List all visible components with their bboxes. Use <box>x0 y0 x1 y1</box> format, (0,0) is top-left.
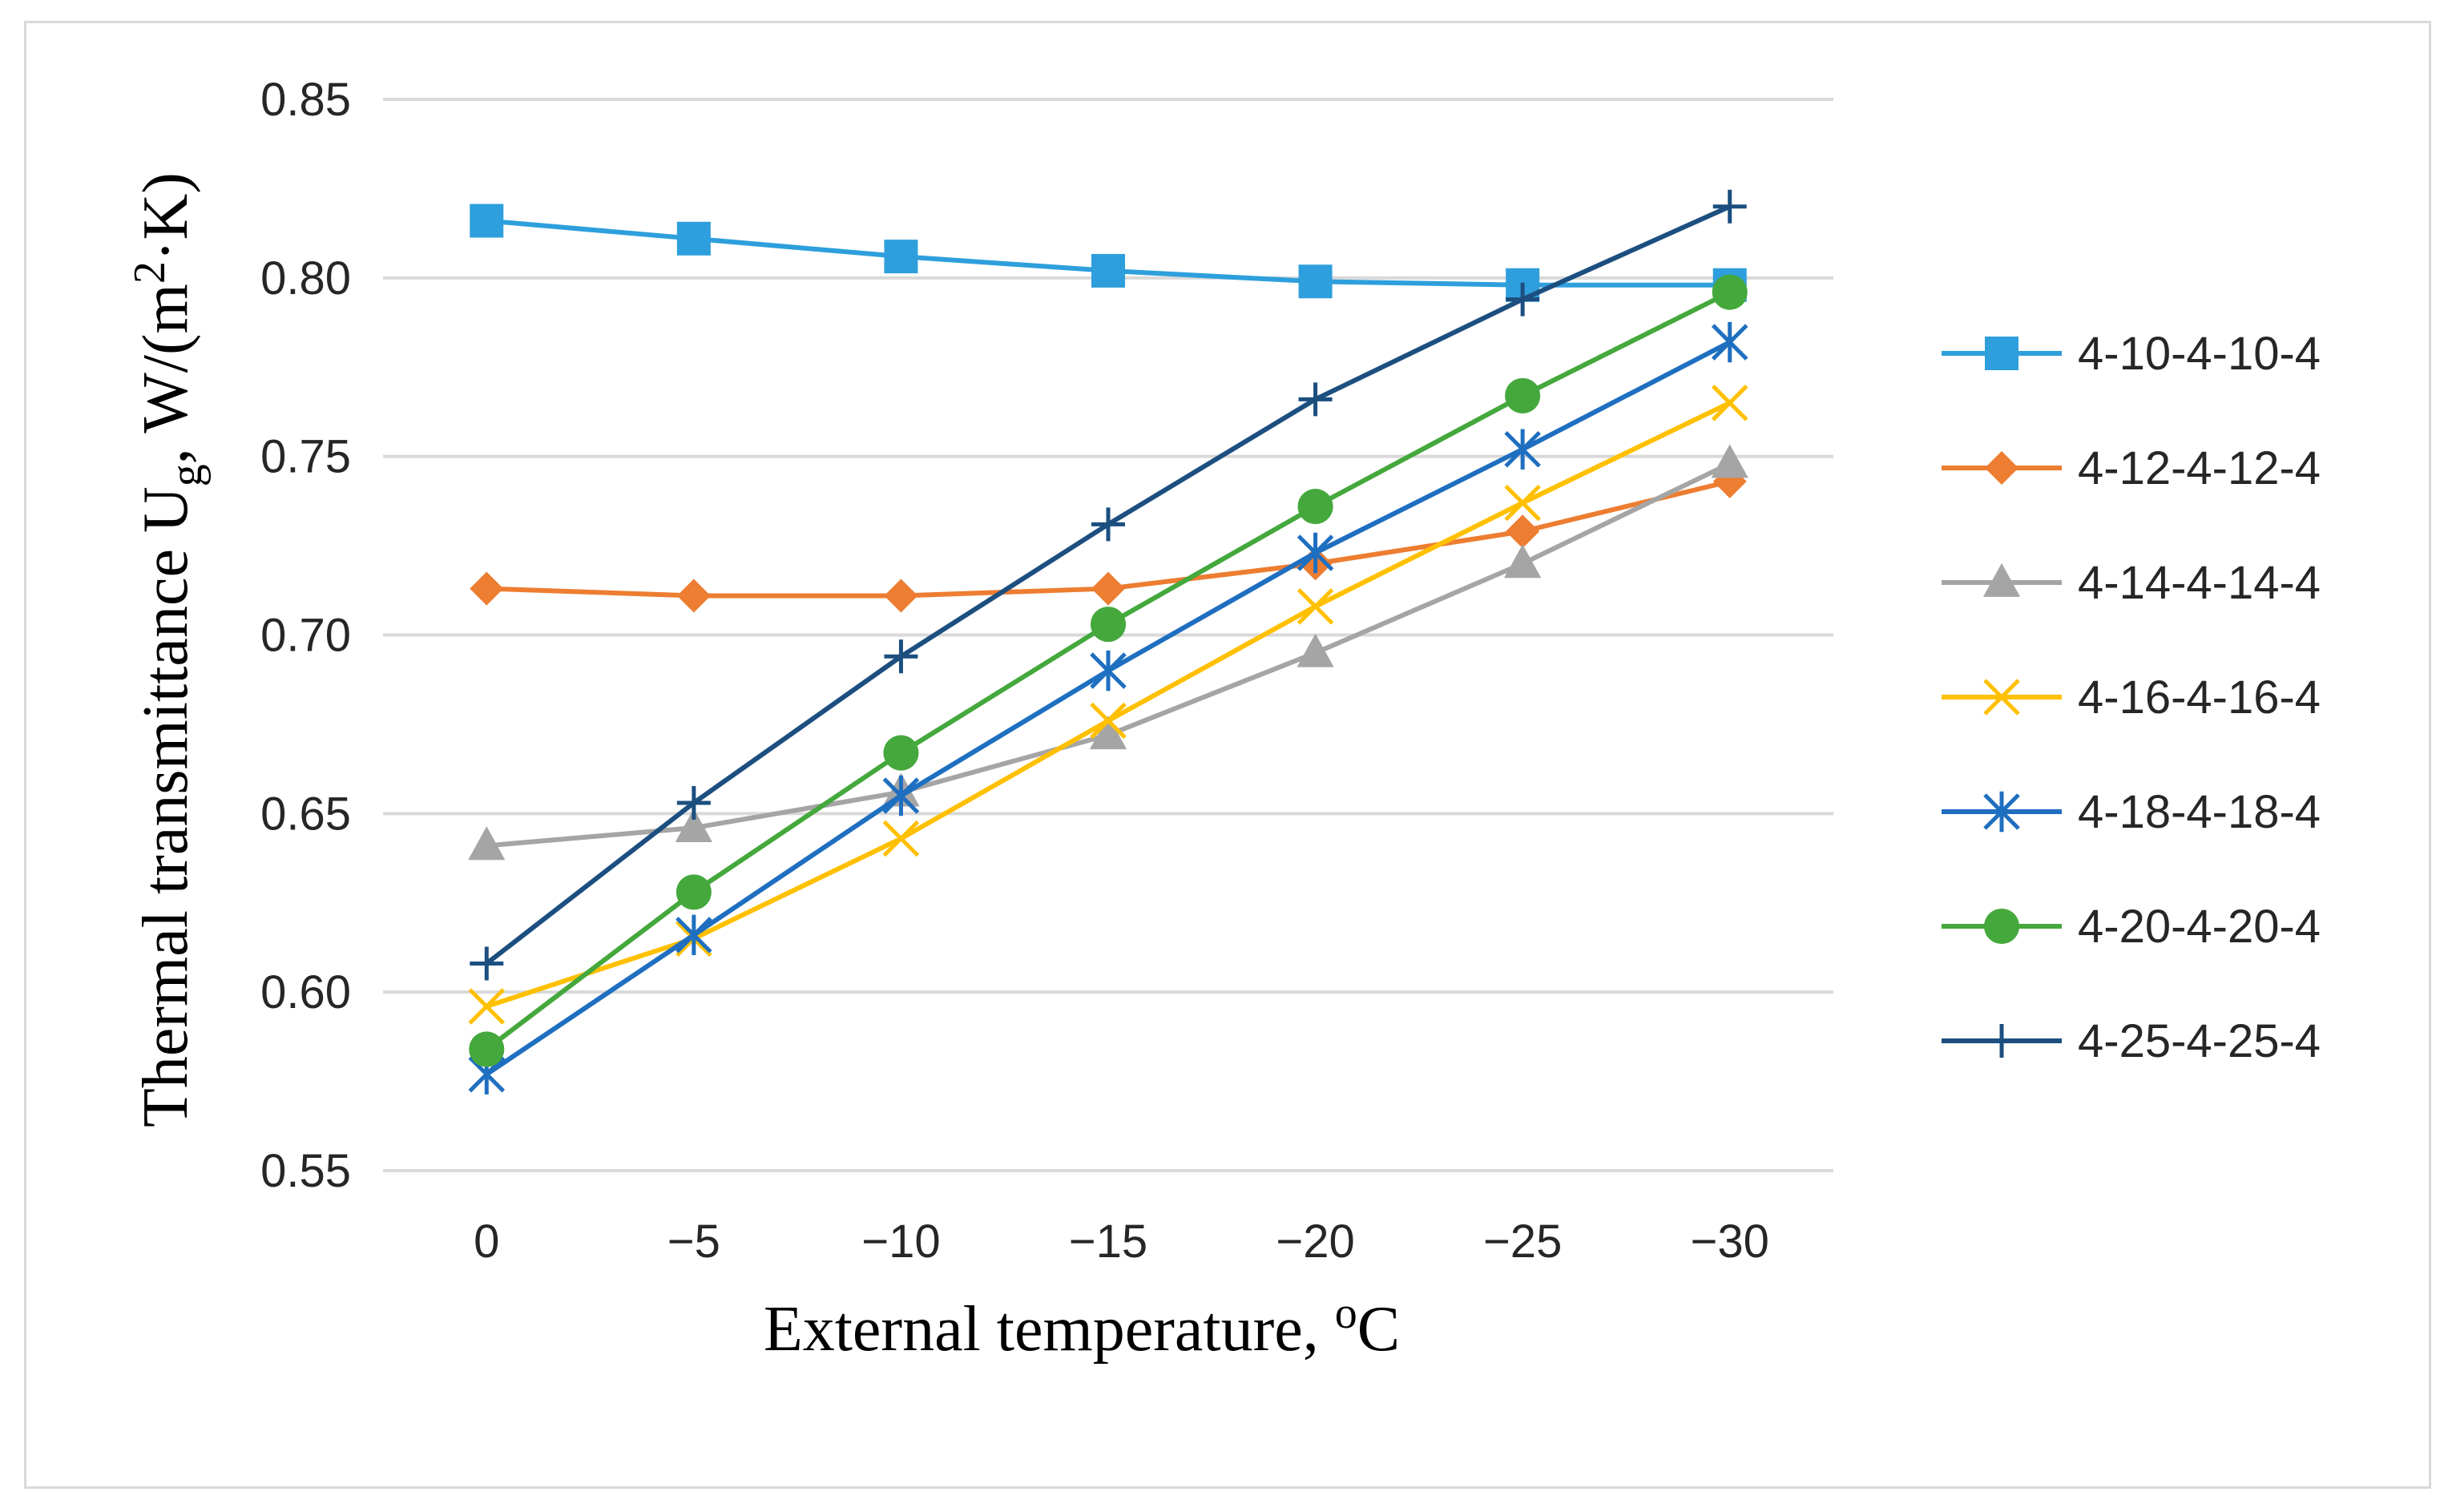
data-point-4-16-4-16-4-2 <box>882 820 920 857</box>
y-axis-title-part1: Thermal transmittance U <box>131 486 201 1127</box>
y-tick-label-0: 0.55 <box>260 1145 351 1197</box>
data-point-4-25-4-25-4-4 <box>1298 382 1333 417</box>
y-axis-title-sub: g <box>162 464 212 486</box>
data-point-4-25-4-25-4-5 <box>1506 282 1540 317</box>
x-tick-label-5: −25 <box>1483 1216 1562 1268</box>
data-point-4-18-4-18-4-2 <box>882 775 920 816</box>
x-axis-title-sup: o <box>1335 1288 1357 1338</box>
data-point-4-14-4-14-4-4 <box>1297 633 1334 667</box>
data-point-4-20-4-20-4-1 <box>676 874 712 910</box>
data-point-4-20-4-20-4-5 <box>1505 377 1541 413</box>
data-point-4-14-4-14-4-0 <box>468 826 506 861</box>
legend-label-4-20-4-20-4: 4-20-4-20-4 <box>2078 901 2321 953</box>
data-point-4-16-4-16-4-5 <box>1504 484 1541 522</box>
series-lines <box>468 189 1748 1095</box>
series-line-4-16-4-16-4 <box>486 401 1732 1009</box>
x-axis-title-main: External temperature, <box>764 1294 1335 1365</box>
data-point-4-18-4-18-4-5 <box>1504 429 1541 470</box>
series-4-25-4-25-4 <box>470 189 1747 981</box>
legend-item-4-16-4-16-4: 4-16-4-16-4 <box>1942 671 2321 724</box>
data-point-4-25-4-25-4-3 <box>1091 507 1125 542</box>
legend-marker-4-20-4-20-4 <box>1983 908 2020 945</box>
data-point-4-20-4-20-4-6 <box>1712 274 1748 310</box>
data-point-4-18-4-18-4-1 <box>676 914 712 956</box>
x-tick-label-6: −30 <box>1691 1216 1769 1268</box>
legend-marker-4-14-4-14-4 <box>1982 562 2021 597</box>
data-point-4-20-4-20-4-2 <box>883 735 919 771</box>
y-tick-label-1: 0.60 <box>260 966 351 1018</box>
legend-label-4-25-4-25-4: 4-25-4-25-4 <box>2078 1015 2321 1067</box>
data-point-4-20-4-20-4-0 <box>469 1031 505 1067</box>
data-point-4-12-4-12-4-0 <box>470 571 504 606</box>
data-point-4-10-4-10-4-1 <box>676 221 711 256</box>
y-tick-label-3: 0.70 <box>260 610 351 662</box>
data-point-4-10-4-10-4-3 <box>1091 253 1125 288</box>
data-point-4-10-4-10-4-0 <box>470 204 504 238</box>
legend-item-4-18-4-18-4: 4-18-4-18-4 <box>1942 786 2321 838</box>
x-tick-label-3: −15 <box>1069 1216 1147 1268</box>
line-chart: 0.55 0.60 0.65 0.70 0.75 0.80 0.85 0 −5 −10 −15 −2… <box>125 74 2321 1365</box>
y-tick-labels: 0.55 0.60 0.65 0.70 0.75 0.80 0.85 <box>260 74 351 1197</box>
data-point-4-20-4-20-4-3 <box>1090 607 1127 643</box>
legend-marker-4-16-4-16-4 <box>1983 679 2020 716</box>
legend-item-4-14-4-14-4: 4-14-4-14-4 <box>1942 557 2321 609</box>
legend-label-4-12-4-12-4: 4-12-4-12-4 <box>2078 442 2321 494</box>
y-axis-title-part3: ·K) <box>131 172 201 261</box>
data-point-4-25-4-25-4-1 <box>676 785 711 820</box>
legend-item-4-10-4-10-4: 4-10-4-10-4 <box>1942 328 2321 380</box>
data-point-4-12-4-12-4-3 <box>1091 571 1125 606</box>
y-tick-label-5: 0.80 <box>260 252 351 304</box>
data-point-4-14-4-14-4-5 <box>1504 544 1542 579</box>
data-point-4-12-4-12-4-1 <box>676 579 711 613</box>
series-line-4-18-4-18-4 <box>485 340 1732 1077</box>
y-axis-title: Thermal transmittance Ug, W/(m2·K) <box>125 172 212 1127</box>
data-point-4-10-4-10-4-4 <box>1298 264 1333 299</box>
x-axis-title-unit: C <box>1357 1294 1400 1365</box>
legend-item-4-20-4-20-4: 4-20-4-20-4 <box>1942 901 2321 953</box>
series-4-16-4-16-4 <box>468 385 1748 1025</box>
data-point-4-12-4-12-4-2 <box>884 579 918 613</box>
data-point-4-18-4-18-4-4 <box>1297 532 1334 574</box>
legend-marker-4-12-4-12-4 <box>1985 451 2018 485</box>
y-axis-title-sup: 2 <box>125 261 175 284</box>
chart-frame: 0.55 0.60 0.65 0.70 0.75 0.80 0.85 0 −5 −10 −15 −2… <box>24 21 2431 1489</box>
x-axis-title: External temperature, oC <box>764 1288 1400 1365</box>
x-tick-label-1: −5 <box>667 1216 720 1268</box>
data-point-4-16-4-16-4-6 <box>1711 385 1748 421</box>
y-axis-title-part2: , W/(m <box>131 284 201 464</box>
legend-item-4-25-4-25-4: 4-25-4-25-4 <box>1942 1015 2321 1067</box>
data-point-4-12-4-12-4-5 <box>1506 514 1540 549</box>
data-point-4-25-4-25-4-0 <box>470 946 504 981</box>
y-tick-label-6: 0.85 <box>260 74 351 126</box>
y-tick-label-2: 0.65 <box>260 788 351 840</box>
data-point-4-16-4-16-4-4 <box>1297 588 1334 625</box>
legend-label-4-10-4-10-4: 4-10-4-10-4 <box>2078 328 2321 380</box>
legend: 4-10-4-10-4 4-12-4-12-4 4-14-4-14-4 4-16-4-… <box>1942 328 2321 1067</box>
data-point-4-25-4-25-4-2 <box>884 639 918 674</box>
data-point-4-14-4-14-4-3 <box>1089 716 1127 750</box>
y-tick-label-4: 0.75 <box>260 431 351 483</box>
x-tick-label-0: 0 <box>474 1216 499 1268</box>
legend-label-4-18-4-18-4: 4-18-4-18-4 <box>2078 786 2321 838</box>
legend-label-4-16-4-16-4: 4-16-4-16-4 <box>2078 671 2321 724</box>
x-tick-label-4: −20 <box>1276 1216 1354 1268</box>
legend-item-4-12-4-12-4: 4-12-4-12-4 <box>1942 442 2321 494</box>
series-4-18-4-18-4 <box>468 321 1748 1095</box>
data-point-4-25-4-25-4-6 <box>1712 189 1747 224</box>
x-tick-label-2: −10 <box>861 1216 940 1268</box>
data-point-4-10-4-10-4-2 <box>884 240 918 274</box>
legend-marker-4-18-4-18-4 <box>1983 791 2020 833</box>
legend-marker-4-10-4-10-4 <box>1985 337 2018 370</box>
data-point-4-16-4-16-4-3 <box>1090 702 1127 740</box>
data-point-4-20-4-20-4-4 <box>1297 489 1333 525</box>
data-point-4-16-4-16-4-0 <box>468 988 506 1025</box>
data-point-4-14-4-14-4-1 <box>675 808 712 843</box>
data-point-4-18-4-18-4-3 <box>1090 650 1127 691</box>
legend-marker-4-25-4-25-4 <box>1985 1024 2018 1058</box>
data-point-4-18-4-18-4-6 <box>1711 321 1748 363</box>
x-tick-labels: 0 −5 −10 −15 −20 −25 −30 <box>474 1216 1769 1268</box>
series-4-20-4-20-4 <box>469 274 1748 1067</box>
data-point-4-14-4-14-4-6 <box>1711 444 1748 478</box>
legend-label-4-14-4-14-4: 4-14-4-14-4 <box>2078 557 2321 609</box>
